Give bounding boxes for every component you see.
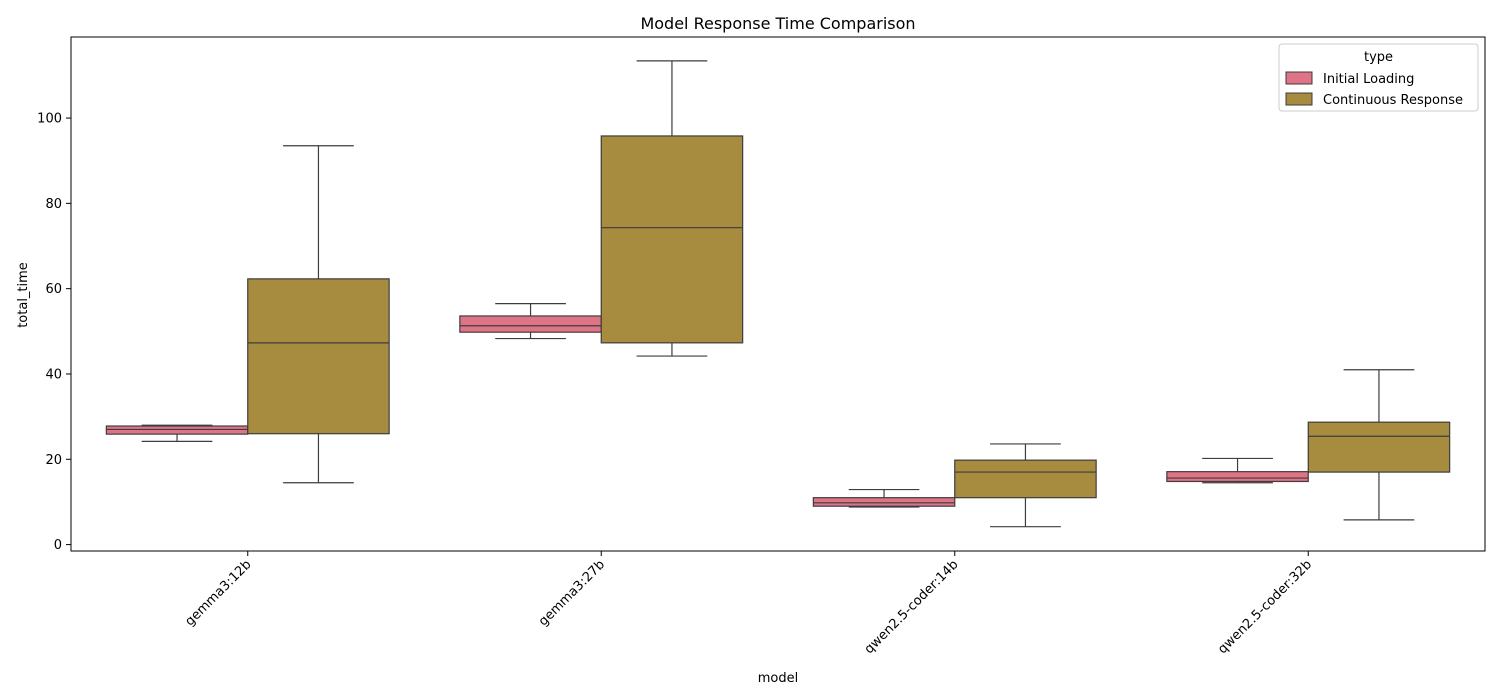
box-iqr	[954, 459, 1097, 499]
box-iqr	[247, 278, 390, 435]
y-tick-label: 100	[37, 112, 62, 127]
plot-area: 0 20 40 60 80 100 gemma3:12b gemma3:27b qwen2.5-…	[37, 36, 1486, 657]
box-1-2	[954, 443, 1097, 528]
box-0-2	[812, 488, 956, 508]
chart-title: Model Response Time Comparison	[640, 14, 915, 33]
x-tick-label: qwen2.5-coder:14b	[862, 557, 962, 657]
box-0-3	[1166, 457, 1309, 484]
legend-title: type	[1364, 50, 1393, 65]
axes-frame	[70, 36, 1486, 552]
y-tick-label: 40	[45, 367, 62, 382]
legend-entry-label: Initial Loading	[1323, 72, 1414, 87]
legend-frame	[1278, 43, 1479, 112]
legend: type Initial Loading Continuous Response	[1278, 43, 1479, 112]
y-axis-label: total_time	[16, 262, 31, 328]
legend-swatch	[1285, 71, 1313, 85]
box-iqr	[1307, 421, 1451, 473]
box-1-0	[247, 145, 390, 484]
box-iqr	[459, 315, 602, 333]
box-0-0	[105, 424, 249, 442]
x-tick-label: gemma3:12b	[182, 557, 254, 629]
box-1-1	[600, 60, 744, 357]
y-tick-label: 20	[45, 453, 62, 468]
x-axis-label: model	[758, 671, 798, 686]
y-tick-label: 80	[45, 197, 62, 212]
box-iqr	[105, 425, 249, 435]
box-iqr	[1166, 471, 1309, 483]
legend-swatch	[1285, 92, 1313, 106]
x-tick-label: gemma3:27b	[536, 557, 608, 629]
box-iqr	[812, 497, 956, 507]
box-1-3	[1307, 369, 1451, 521]
y-tick-label: 60	[45, 282, 62, 297]
y-tick-label: 0	[54, 538, 62, 553]
x-tick-label: qwen2.5-coder:32b	[1215, 557, 1315, 657]
legend-entry-label: Continuous Response	[1323, 93, 1463, 108]
box-iqr	[600, 135, 744, 344]
box-0-1	[459, 302, 602, 340]
